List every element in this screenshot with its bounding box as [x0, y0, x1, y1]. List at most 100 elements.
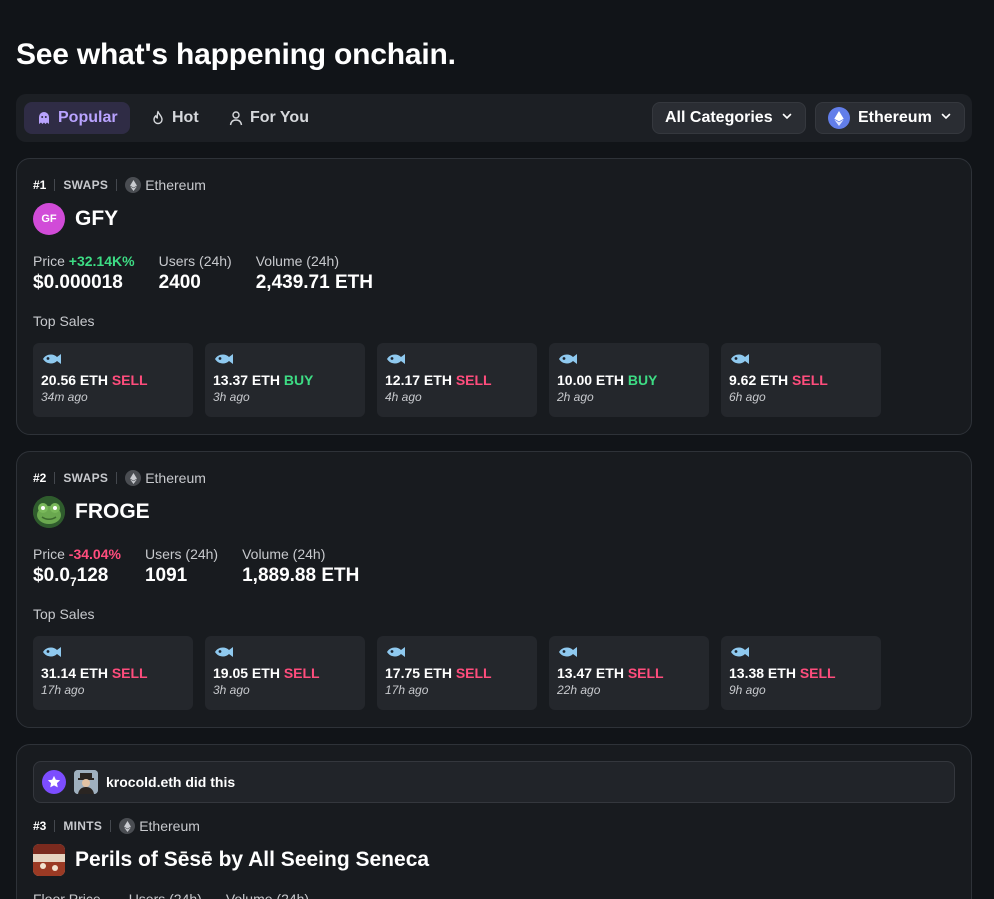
chevron-down-icon [781, 109, 793, 127]
trending-card[interactable]: krocold.eth did this #3 MINTS Ethereum P… [16, 744, 972, 899]
sale-side: SELL [792, 372, 828, 388]
token-header[interactable]: FROGE [33, 496, 150, 528]
sale-amount: 9.62 ETH SELL [729, 372, 828, 388]
activity-text: krocold.eth did this [106, 774, 236, 790]
sale-amount: 13.47 ETH SELL [557, 665, 664, 681]
users-stat: Users (24h) [129, 891, 202, 899]
users-stat: Users (24h) 1091 [145, 546, 218, 587]
volume-value: 2,439.71 ETH [255, 272, 373, 293]
token-stats: Price -34.04% $0.07128 Users (24h) 1091 … [33, 546, 383, 589]
whale-icon [729, 644, 873, 662]
tab-hot-label: Hot [172, 109, 199, 126]
collection-name[interactable]: Perils of Sēsē by All Seeing Seneca [75, 848, 430, 871]
price-value: $0.000018 [33, 272, 123, 293]
tab-hot[interactable]: Hot [138, 102, 211, 134]
chain-label: Ethereum [139, 818, 200, 834]
users-label: Users (24h) [158, 253, 232, 269]
flame-icon [150, 110, 166, 126]
rank-label: #1 [33, 178, 47, 192]
sale-item[interactable]: 12.17 ETH SELL 4h ago [377, 343, 537, 417]
volume-label: Volume (24h) [225, 891, 310, 899]
whale-icon [385, 351, 529, 369]
ethereum-icon [125, 470, 142, 486]
sale-item[interactable]: 10.00 ETH BUY 2h ago [549, 343, 709, 417]
top-sales-label: Top Sales [33, 606, 95, 622]
whale-icon [557, 351, 701, 369]
sale-item[interactable]: 13.38 ETH SELL 9h ago [721, 636, 881, 710]
sale-time: 17h ago [41, 683, 85, 697]
divider [54, 179, 56, 191]
sale-item[interactable]: 17.75 ETH SELL 17h ago [377, 636, 537, 710]
price-change: -34.04% [68, 546, 121, 562]
sale-side: SELL [111, 372, 148, 388]
chain-dropdown[interactable]: Ethereum [815, 102, 965, 134]
floor-price-stat: Floor Price [33, 891, 101, 899]
category-label: SWAPS [63, 471, 109, 485]
whale-icon [213, 644, 357, 662]
sale-item[interactable]: 13.47 ETH SELL 22h ago [549, 636, 709, 710]
sale-item[interactable]: 20.56 ETH SELL 34m ago [33, 343, 193, 417]
price-stat: Price +32.14K% $0.000018 [33, 253, 135, 294]
users-stat: Users (24h) 2400 [159, 253, 232, 294]
chevron-down-icon [940, 109, 952, 127]
tab-for-you-label: For You [250, 109, 309, 126]
users-value: 2400 [158, 272, 201, 293]
volume-label: Volume (24h) [255, 253, 339, 269]
whale-icon [729, 351, 873, 369]
volume-stat: Volume (24h) 1,889.88 ETH [242, 546, 359, 587]
ethereum-icon [119, 818, 136, 834]
volume-value: 1,889.88 ETH [242, 565, 360, 586]
social-activity-banner[interactable]: krocold.eth did this [33, 761, 955, 803]
sale-item[interactable]: 13.37 ETH BUY 3h ago [205, 343, 365, 417]
sale-item[interactable]: 9.62 ETH SELL 6h ago [721, 343, 881, 417]
sale-time: 34m ago [41, 390, 88, 404]
rank-label: #2 [33, 471, 47, 485]
token-name[interactable]: GFY [75, 207, 119, 230]
top-sales-list: 31.14 ETH SELL 17h ago 19.05 ETH SELL 3h… [33, 636, 881, 710]
category-dropdown-label: All Categories [665, 109, 773, 126]
sale-time: 9h ago [729, 683, 766, 697]
sale-amount: 10.00 ETH BUY [557, 372, 658, 388]
sale-amount: 17.75 ETH SELL [385, 665, 492, 681]
sale-item[interactable]: 19.05 ETH SELL 3h ago [205, 636, 365, 710]
star-icon [42, 770, 66, 794]
chain-label: Ethereum [145, 177, 206, 193]
trending-card[interactable]: #2 SWAPS Ethereum FROGE Price -34.04% $0… [16, 451, 972, 728]
price-change: +32.14K% [68, 253, 135, 269]
user-avatar[interactable] [74, 770, 98, 794]
token-name[interactable]: FROGE [75, 500, 150, 523]
trending-card[interactable]: #1 SWAPS Ethereum GF GFY Price +32.14K% … [16, 158, 972, 435]
ethereum-icon [125, 177, 142, 193]
price-value: $0.07128 [33, 565, 109, 589]
sale-amount: 13.38 ETH SELL [729, 665, 836, 681]
sale-amount: 20.56 ETH SELL [41, 372, 148, 388]
sale-side: SELL [283, 665, 320, 681]
top-sales-list: 20.56 ETH SELL 34m ago 13.37 ETH BUY 3h … [33, 343, 881, 417]
sale-side: SELL [799, 665, 836, 681]
tab-for-you[interactable]: For You [216, 102, 321, 134]
category-dropdown[interactable]: All Categories [652, 102, 806, 134]
sale-time: 3h ago [213, 683, 250, 697]
sale-item[interactable]: 31.14 ETH SELL 17h ago [33, 636, 193, 710]
token-header[interactable]: Perils of Sēsē by All Seeing Seneca [33, 844, 429, 876]
divider [116, 179, 118, 191]
floor-price-label: Floor Price [33, 891, 101, 899]
sale-side: BUY [627, 372, 658, 388]
price-stat: Price -34.04% $0.07128 [33, 546, 121, 589]
chain-dropdown-label: Ethereum [858, 109, 932, 126]
chain-tag: Ethereum [119, 818, 200, 834]
sale-side: SELL [455, 372, 492, 388]
divider [54, 472, 56, 484]
volume-stat: Volume (24h) [226, 891, 309, 899]
top-sales-label: Top Sales [33, 313, 95, 329]
chain-label: Ethereum [145, 470, 206, 486]
sale-time: 3h ago [213, 390, 250, 404]
sale-amount: 12.17 ETH SELL [385, 372, 492, 388]
sale-time: 2h ago [557, 390, 594, 404]
whale-icon [213, 351, 357, 369]
tab-popular-label: Popular [58, 109, 118, 126]
users-label: Users (24h) [144, 546, 219, 562]
sale-time: 17h ago [385, 683, 429, 697]
tab-popular[interactable]: Popular [24, 102, 130, 134]
token-header[interactable]: GF GFY [33, 203, 118, 235]
